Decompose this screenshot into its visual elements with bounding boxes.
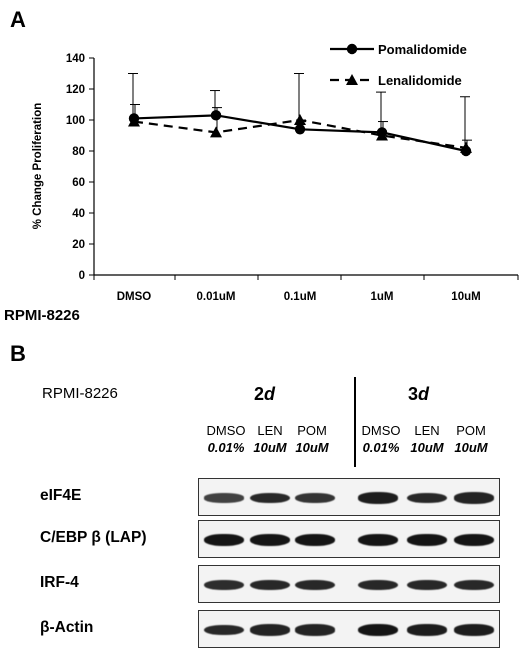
point-Pomalidomide-2 [294,124,306,135]
x-tick-label-1uM: 1uM [371,291,394,303]
panel-a-letter: A [10,7,26,32]
condition-concentration: 0.01% [207,440,245,455]
condition-name: POM [456,423,486,438]
timepoint-3d-value: 3 [408,384,419,404]
y-tick-label-0: 0 [79,270,85,282]
timepoint-3d-unit: d [418,384,430,404]
blot-image-3 [198,610,500,648]
legend-label-Pomalidomide: Pomalidomide [378,42,467,57]
condition-name: LEN [414,423,440,438]
legend-label-Lenalidomide: Lenalidomide [378,73,462,88]
blot-band-5 [454,492,494,504]
y-tick-label-80: 80 [72,146,85,158]
y-tick-label-20: 20 [72,239,85,251]
condition-2: POM 10uM [282,422,342,456]
y-tick-label-60: 60 [72,177,85,189]
blot-band-5 [454,579,494,591]
blot-image-2 [198,565,500,603]
blot-band-1 [250,534,290,546]
blot-band-4 [407,534,447,546]
condition-concentration: 0.01% [362,440,400,455]
x-tick-label-0.01uM: 0.01uM [197,291,236,303]
blot-band-2 [295,534,335,546]
point-Lenalidomide-0 [128,115,140,127]
y-axis-label: % Change Proliferation [32,103,44,230]
proliferation-chart: A 0 20 40 60 80 100 120 140 DMSO 0.01uM 0.1uM 1uM 10… [4,7,519,324]
blot-band-4 [407,492,447,504]
blot-image-1 [198,520,500,558]
point-Lenalidomide-2 [294,114,306,125]
blot-band-4 [407,624,447,636]
blot-band-1 [250,624,290,636]
condition-concentration: 10uM [295,440,329,455]
timepoint-3d: 3d [408,384,429,405]
blot-band-2 [295,492,335,504]
condition-3: DMSO 0.01% [351,422,411,456]
condition-0: DMSO 0.01% [196,422,256,456]
blot-label-1: C/EBP β (LAP) [40,529,147,546]
timepoint-2d: 2d [254,384,275,405]
legend-marker-Pomalidomide [346,43,358,55]
y-tick-label-100: 100 [66,115,85,127]
blot-band-2 [295,624,335,636]
panel-a-cell-line: RPMI-8226 [4,307,80,324]
x-tick-label-DMSO: DMSO [117,291,152,303]
point-Lenalidomide-1 [210,126,222,138]
blot-band-5 [454,534,494,546]
x-tick-label-0.1uM: 0.1uM [284,291,317,303]
blot-band-0 [204,534,244,546]
panel-b-letter: B [10,341,26,366]
blot-band-4 [407,579,447,591]
blot-band-0 [204,579,244,591]
condition-concentration: 10uM [454,440,488,455]
blot-band-3 [358,534,398,546]
blot-band-3 [358,579,398,591]
blot-band-1 [250,579,290,591]
blot-band-0 [204,493,244,503]
blot-band-3 [358,624,398,636]
blot-band-1 [250,492,290,504]
blot-band-0 [204,624,244,636]
y-tick-label-140: 140 [66,53,85,65]
blot-label-3: β-Actin [40,619,94,636]
legend-marker-Lenalidomide [346,74,358,85]
condition-name: POM [297,423,327,438]
condition-name: LEN [257,423,283,438]
point-Lenalidomide-3 [376,129,388,141]
timepoint-divider [354,377,356,467]
blot-image-0 [198,478,500,516]
y-tick-label-40: 40 [72,208,85,220]
condition-1: LEN 10uM [240,422,300,456]
blot-band-2 [295,579,335,591]
blot-band-3 [358,492,398,504]
panel-b-cell-line: RPMI-8226 [42,385,118,402]
condition-concentration: 10uM [253,440,287,455]
blot-label-0: eIF4E [40,487,82,504]
x-tick-label-10uM: 10uM [451,291,480,303]
condition-5: POM 10uM [441,422,501,456]
timepoint-2d-value: 2 [254,384,265,404]
condition-name: DMSO [361,423,401,438]
condition-concentration: 10uM [410,440,444,455]
condition-4: LEN 10uM [397,422,457,456]
point-Lenalidomide-4 [460,141,472,153]
point-Pomalidomide-1 [210,110,222,121]
blot-band-5 [454,624,494,636]
condition-name: DMSO [206,423,246,438]
timepoint-2d-unit: d [264,384,276,404]
y-tick-label-120: 120 [66,84,85,96]
blot-label-2: IRF-4 [40,574,79,591]
